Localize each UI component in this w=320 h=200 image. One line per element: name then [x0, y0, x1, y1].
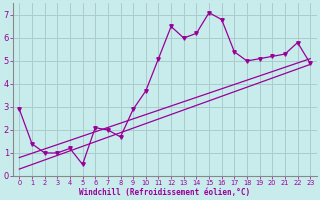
X-axis label: Windchill (Refroidissement éolien,°C): Windchill (Refroidissement éolien,°C) — [79, 188, 250, 197]
